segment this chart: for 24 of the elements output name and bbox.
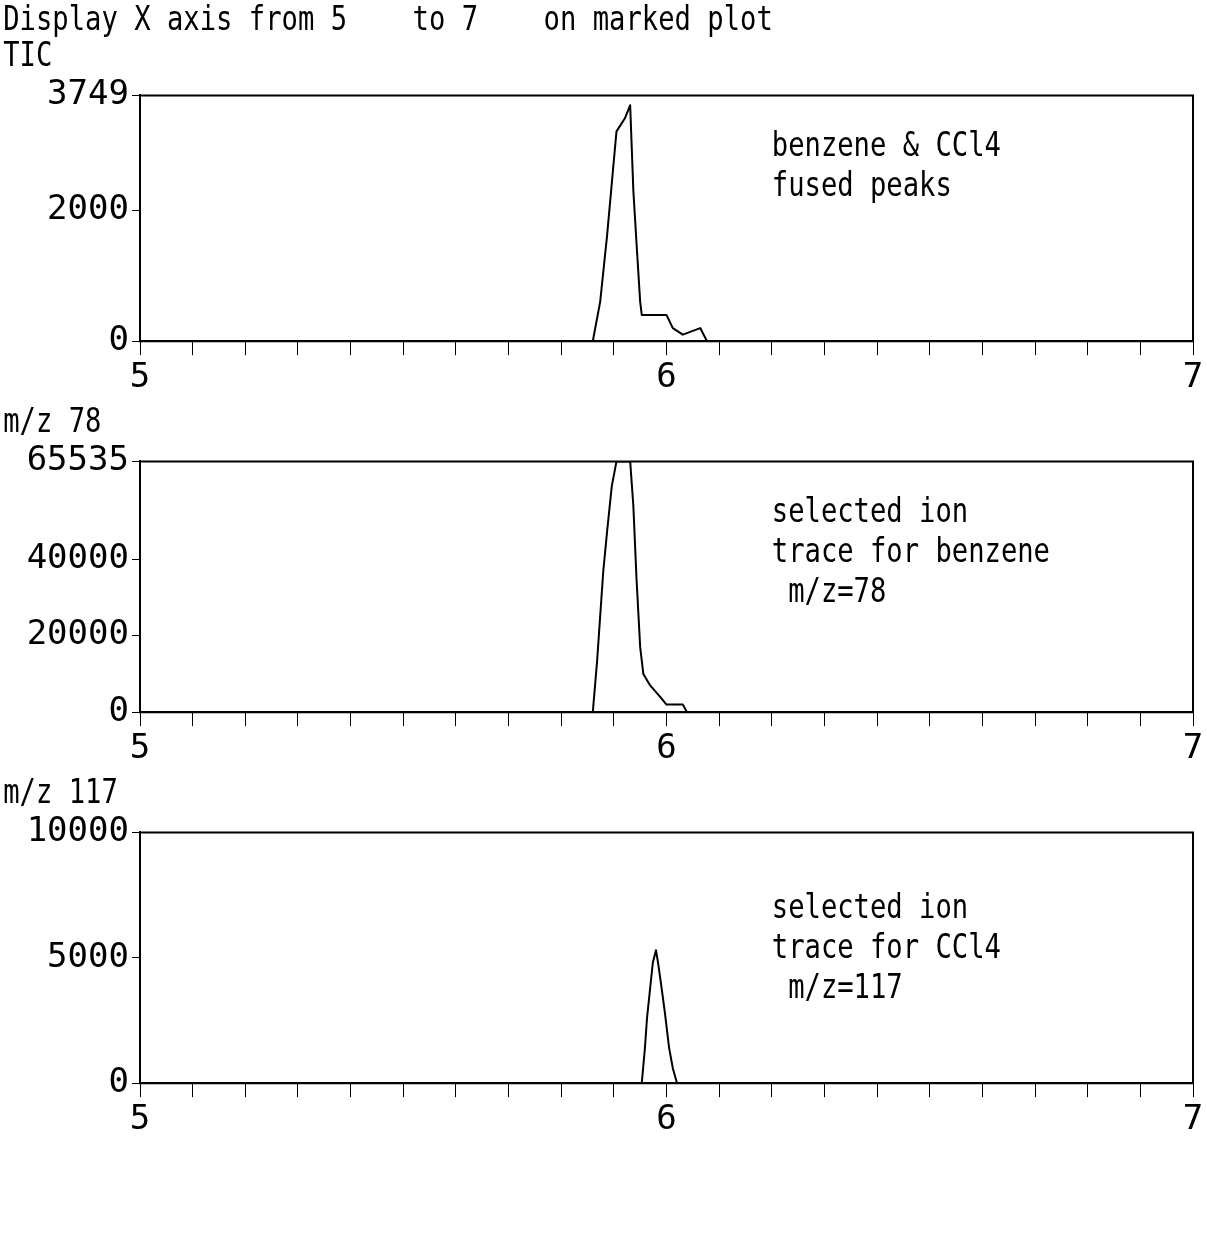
x-tick-label: 7 xyxy=(1182,1097,1204,1138)
x-tick-label: 6 xyxy=(656,355,677,396)
y-tick-label: 2000 xyxy=(47,186,129,227)
x-tick-label: 5 xyxy=(129,726,151,767)
x-tick-label: 6 xyxy=(656,726,677,767)
chart-title: m/z 78 xyxy=(2,400,103,440)
x-tick-label: 6 xyxy=(656,1097,677,1138)
x-tick-label: 5 xyxy=(129,355,151,396)
x-tick-label: 7 xyxy=(1182,355,1204,396)
y-tick-label: 20000 xyxy=(26,612,129,653)
annotation: benzene & CCl4 fused peaks xyxy=(771,124,1001,204)
annotation: selected ion trace for CCl4 m/z=117 xyxy=(771,886,1001,1006)
x-tick-label: 5 xyxy=(129,1097,151,1138)
y-tick-label: 65535 xyxy=(26,438,129,479)
annotation: selected ion trace for benzene m/z=78 xyxy=(771,490,1050,610)
y-tick-label: 0 xyxy=(108,318,129,359)
y-tick-label: 0 xyxy=(108,1060,129,1101)
y-tick-label: 3749 xyxy=(47,72,129,113)
y-tick-label: 5000 xyxy=(47,934,129,975)
y-tick-label: 10000 xyxy=(26,809,129,850)
y-tick-label: 0 xyxy=(108,689,129,730)
y-tick-label: 40000 xyxy=(26,535,129,576)
x-tick-label: 7 xyxy=(1182,726,1204,767)
chart-title: m/z 117 xyxy=(2,771,119,811)
